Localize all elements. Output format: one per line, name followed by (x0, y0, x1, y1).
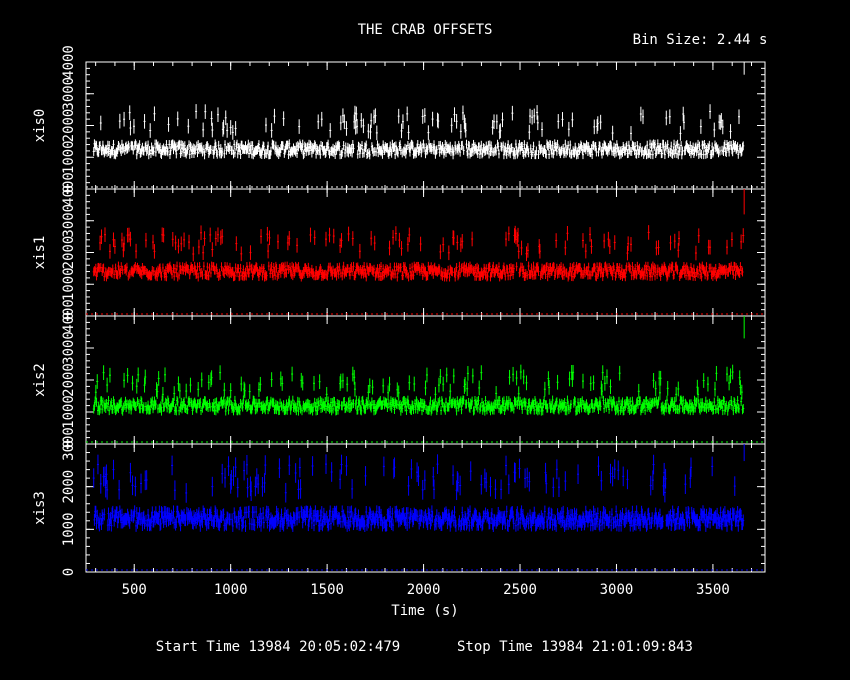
y-tick-label-xis2: 4000 (61, 299, 77, 333)
y-axis-label-xis0: xis0 (32, 109, 48, 143)
start-time-label: Start Time 13984 20:05:02:479 (156, 639, 400, 655)
series-xis0 (92, 62, 745, 160)
chart-title: THE CRAB OFFSETS (358, 22, 493, 38)
stop-time-label: Stop Time 13984 21:01:09:843 (457, 639, 693, 655)
series-xis1 (92, 189, 745, 282)
y-tick-label-xis1: 3000 (61, 204, 77, 238)
y-tick-label-xis0: 2000 (61, 109, 77, 143)
y-tick-label-xis1: 2000 (61, 236, 77, 270)
y-tick-label-xis0: 3000 (61, 77, 77, 111)
series-xis2 (92, 316, 745, 416)
y-tick-label-xis1: 1000 (61, 267, 77, 301)
y-tick-label-xis0: 4000 (61, 45, 77, 79)
y-axis-label-xis2: xis2 (32, 363, 48, 397)
y-tick-label-xis2: 1000 (61, 395, 77, 429)
panel-frame-xis2 (85, 315, 766, 445)
y-tick-label-xis0: 1000 (61, 140, 77, 174)
panel-frame-xis1 (85, 188, 766, 317)
x-axis-label: Time (s) (391, 603, 458, 619)
y-tick-label-xis0: 0 (61, 185, 77, 193)
y-tick-label-xis2: 3000 (61, 331, 77, 365)
y-axis-label-xis1: xis1 (32, 236, 48, 270)
bin-size-label: Bin Size: 2.44 s (633, 32, 768, 48)
y-tick-label-xis2: 2000 (61, 363, 77, 397)
y-tick-label-xis1: 0 (61, 312, 77, 320)
y-tick-label-xis2: 0 (61, 440, 77, 448)
y-tick-label-xis1: 4000 (61, 172, 77, 206)
